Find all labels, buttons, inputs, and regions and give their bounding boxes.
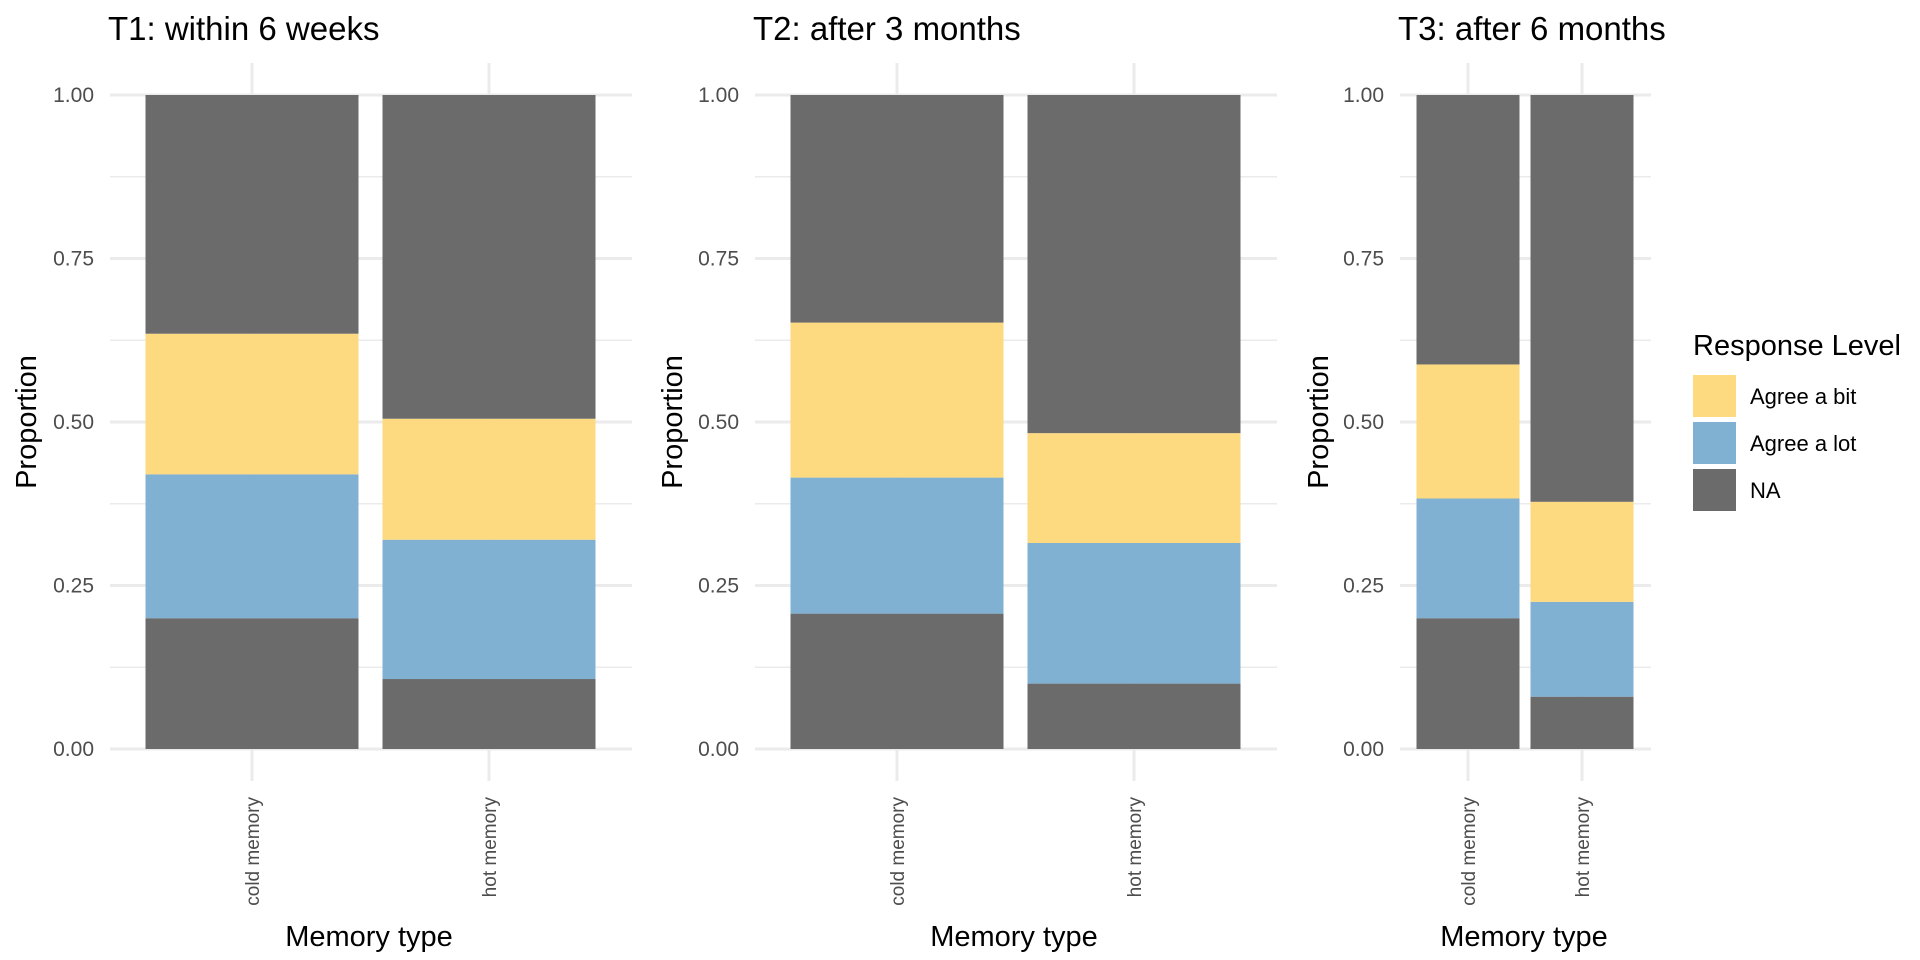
bar-segment-agree-a-bit xyxy=(1416,364,1520,499)
bar-segment-agree-a-bit xyxy=(1027,433,1241,543)
legend-item: NA xyxy=(1693,469,1781,511)
legend-item: Agree a lot xyxy=(1693,422,1856,464)
bar-segment-na xyxy=(382,679,596,749)
panel-title: T3: after 6 months xyxy=(1398,10,1666,47)
y-axis-title: Proportion xyxy=(11,355,43,489)
y-tick-label: 0.75 xyxy=(53,248,94,271)
y-tick-label: 1.00 xyxy=(698,84,739,107)
y-tick-label: 0.75 xyxy=(698,248,739,271)
y-tick-label: 0.25 xyxy=(1343,575,1384,598)
bar-segment-agree-a-lot xyxy=(790,477,1004,614)
y-tick-label: 0.50 xyxy=(1343,411,1384,434)
y-axis-title: Proportion xyxy=(1303,355,1335,489)
y-axis-title: Proportion xyxy=(657,355,689,489)
x-tick-label: hot memory xyxy=(1125,797,1146,898)
x-tick-label: hot memory xyxy=(480,797,501,898)
y-tick-label: 0.25 xyxy=(698,575,739,598)
x-axis-title: Memory type xyxy=(930,921,1098,953)
bar-segment-agree-a-lot xyxy=(1530,601,1634,697)
bar-segment-na xyxy=(790,613,1004,749)
bar-segment-agree-a-lot xyxy=(1416,498,1520,619)
x-tick-label: cold memory xyxy=(1459,797,1480,906)
legend-items: Agree a bit Agree a lot NA xyxy=(1693,375,1856,511)
bar-segment-na xyxy=(145,95,359,334)
bar-segment-na xyxy=(145,618,359,749)
bar-segment-agree-a-lot xyxy=(382,539,596,680)
bar-segment-na xyxy=(1027,683,1241,749)
bars xyxy=(790,95,1241,749)
chart-panels: 0.00 0.25 0.50 0.75 1.00 cold memory hot memor… xyxy=(11,10,1666,953)
panel-title: T1: within 6 weeks xyxy=(108,10,379,47)
chart-panel: 0.00 0.25 0.50 0.75 1.00 cold memory hot memor… xyxy=(1303,10,1666,953)
bar-segment-agree-a-bit xyxy=(145,333,359,475)
legend-label: Agree a lot xyxy=(1750,431,1856,456)
y-tick-label: 0.00 xyxy=(698,738,739,761)
chart-panel: 0.00 0.25 0.50 0.75 1.00 cold memory hot memor… xyxy=(11,10,632,953)
x-axis-title: Memory type xyxy=(1440,921,1608,953)
y-tick-label: 0.50 xyxy=(698,411,739,434)
x-tick-label: cold memory xyxy=(888,797,909,906)
y-tick-label: 0.00 xyxy=(53,738,94,761)
legend-swatch xyxy=(1693,422,1736,464)
bar-segment-na xyxy=(1416,95,1520,365)
bars xyxy=(1416,95,1634,749)
bar-segment-na xyxy=(1530,696,1634,749)
bars xyxy=(145,95,596,749)
x-tick-label: cold memory xyxy=(243,797,264,906)
y-tick-label: 0.00 xyxy=(1343,738,1384,761)
bar-segment-na xyxy=(790,95,1004,323)
bar-segment-agree-a-bit xyxy=(790,322,1004,478)
y-tick-label: 1.00 xyxy=(1343,84,1384,107)
y-tick-label: 1.00 xyxy=(53,84,94,107)
x-tick-label: hot memory xyxy=(1573,797,1594,898)
bar-segment-na xyxy=(382,95,596,419)
panel-title: T2: after 3 months xyxy=(753,10,1021,47)
bar-segment-agree-a-lot xyxy=(1027,542,1241,684)
bar-segment-na xyxy=(1416,618,1520,749)
y-tick-label: 0.50 xyxy=(53,411,94,434)
y-tick-label: 0.75 xyxy=(1343,248,1384,271)
x-axis-title: Memory type xyxy=(285,921,453,953)
legend-label: Agree a bit xyxy=(1750,384,1856,409)
legend-item: Agree a bit xyxy=(1693,375,1856,417)
bar-segment-na xyxy=(1530,95,1634,502)
legend: Response Level Agree a bit Agree a lot NA xyxy=(1693,330,1901,511)
bar-segment-agree-a-bit xyxy=(382,418,596,540)
y-tick-label: 0.25 xyxy=(53,575,94,598)
legend-label: NA xyxy=(1750,478,1781,503)
legend-swatch xyxy=(1693,469,1736,511)
chart-panel: 0.00 0.25 0.50 0.75 1.00 cold memory hot memor… xyxy=(657,10,1277,953)
legend-title: Response Level xyxy=(1693,330,1901,362)
bar-segment-agree-a-bit xyxy=(1530,501,1634,602)
bar-segment-na xyxy=(1027,95,1241,434)
legend-swatch xyxy=(1693,375,1736,417)
bar-segment-agree-a-lot xyxy=(145,474,359,619)
